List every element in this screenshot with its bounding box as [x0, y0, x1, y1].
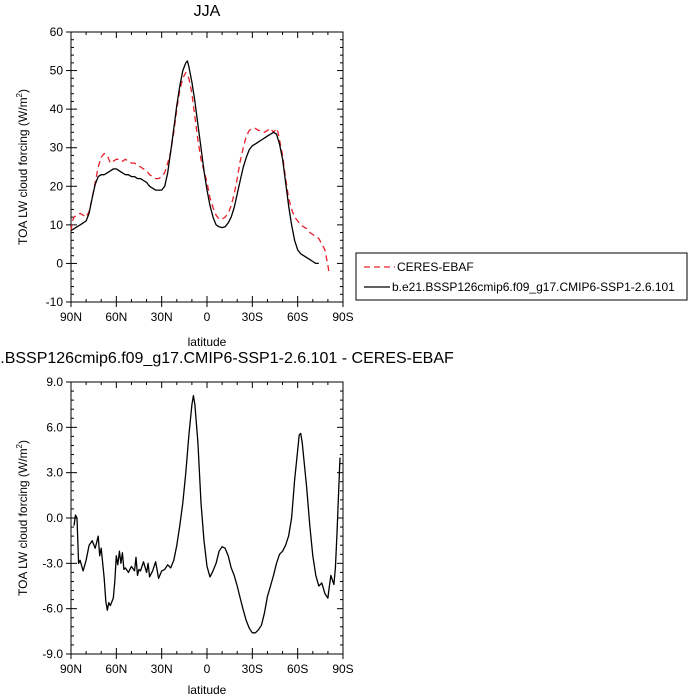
x-tick-label: 0 — [204, 310, 211, 324]
top-gridless-plot-area — [66, 31, 344, 307]
top-y-tick-labels: -10 0 10 20 30 40 50 60 — [46, 25, 64, 309]
top-plot-frame — [70, 31, 344, 303]
bottom-y-axis-label-sup: 2 — [15, 443, 24, 448]
y-tick-label: 6.0 — [46, 420, 63, 434]
x-tick-label: 30N — [151, 310, 173, 324]
y-tick-label: 40 — [50, 102, 64, 116]
y-tick-label: 0.0 — [46, 511, 63, 525]
y-tick-label: -3.0 — [42, 556, 63, 570]
y-tick-label: 9.0 — [46, 375, 63, 389]
top-y-axis-label-main: TOA LW cloud forcing (W/m — [16, 97, 30, 245]
top-series-group — [70, 60, 331, 276]
y-tick-label: -9.0 — [42, 647, 63, 661]
bottom-y-axis-label-end: ) — [16, 440, 30, 444]
x-tick-label: 60N — [105, 662, 127, 676]
top-x-axis-label: latitude — [188, 335, 227, 349]
x-tick-label: 90S — [332, 662, 353, 676]
x-tick-label: 60S — [287, 310, 308, 324]
bottom-y-axis-label: TOA LW cloud forcing (W/m2) — [15, 440, 30, 596]
x-tick-label: 0 — [204, 662, 211, 676]
series-line-b-e21-bssp126cmip6-f09-g17-cmip6-ssp1-2-6-101 — [70, 60, 319, 265]
top-y-axis-label-end: ) — [16, 89, 30, 93]
x-tick-label: 90N — [60, 310, 82, 324]
x-tick-label: 90N — [60, 662, 82, 676]
bottom-y-axis-label-main: TOA LW cloud forcing (W/m — [16, 448, 30, 596]
series-line-diff-0 — [73, 394, 341, 634]
bottom-chart-title: b.e21.BSSP126cmip6.f09_g17.CMIP6-SSP1-2.… — [0, 350, 454, 367]
bottom-plot-frame — [70, 381, 344, 655]
y-tick-label: 30 — [50, 141, 64, 155]
series-line-ceres-ebaf — [70, 71, 331, 276]
x-tick-label: 30S — [242, 310, 263, 324]
bottom-axis-ticks — [66, 381, 344, 659]
legend-box — [355, 252, 688, 301]
y-tick-label: 10 — [50, 218, 64, 232]
y-tick-label: 0 — [56, 256, 63, 270]
y-tick-label: 50 — [50, 64, 64, 78]
legend-label-ceres: CERES-EBAF — [397, 260, 474, 274]
y-tick-label: -6.0 — [42, 602, 63, 616]
x-tick-label: 60N — [105, 310, 127, 324]
top-panel: JJA -10 0 10 20 30 40 50 60 90N 60N 30N 0 30S 60S 90S… — [15, 3, 688, 349]
top-chart-title: JJA — [194, 3, 221, 20]
legend-label-model: b.e21.BSSP126cmip6.f09_g17.CMIP6-SSP1-2.… — [392, 280, 675, 294]
x-tick-label: 90S — [332, 310, 353, 324]
x-tick-label: 60S — [287, 662, 308, 676]
top-y-axis-label: TOA LW cloud forcing (W/m2) — [15, 89, 30, 245]
top-legend: CERES-EBAF b.e21.BSSP126cmip6.f09_g17.CM… — [355, 252, 688, 301]
bottom-x-tick-labels: 90N 60N 30N 0 30S 60S 90S — [60, 662, 354, 676]
bottom-x-axis-label: latitude — [188, 683, 227, 697]
bottom-y-tick-labels: -9.0 -6.0 -3.0 0.0 3.0 6.0 9.0 — [42, 375, 63, 661]
top-axis-ticks — [66, 31, 344, 307]
y-tick-label: 20 — [50, 179, 64, 193]
y-tick-label: -10 — [46, 295, 64, 309]
bottom-plot-area — [66, 381, 344, 659]
x-tick-label: 30N — [151, 662, 173, 676]
bottom-series-group — [73, 394, 341, 634]
bottom-panel: b.e21.BSSP126cmip6.f09_g17.CMIP6-SSP1-2.… — [0, 350, 454, 697]
y-tick-label: 3.0 — [46, 466, 63, 480]
top-y-axis-label-sup: 2 — [15, 92, 24, 97]
y-tick-label: 60 — [50, 25, 64, 39]
top-x-tick-labels: 90N 60N 30N 0 30S 60S 90S — [60, 310, 354, 324]
x-tick-label: 30S — [242, 662, 263, 676]
